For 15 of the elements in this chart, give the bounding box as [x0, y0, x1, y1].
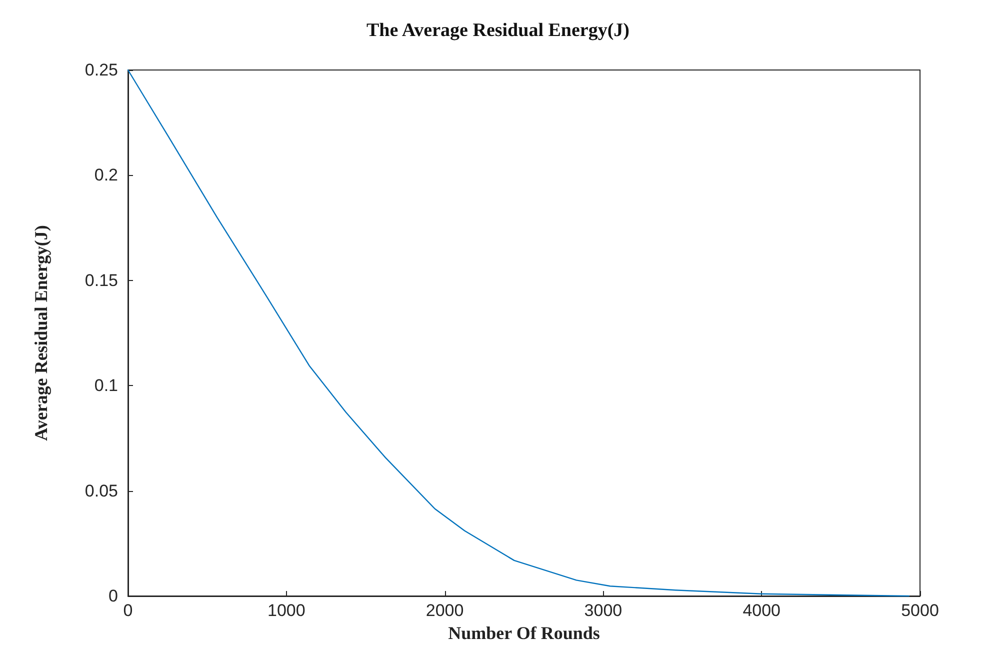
x-tick-label: 2000: [426, 601, 464, 620]
y-tick-label: 0.05: [84, 481, 118, 500]
x-tick-label: 5000: [901, 601, 939, 620]
x-tick-label: 4000: [742, 601, 781, 620]
y-tick-label: 0.2: [94, 166, 118, 185]
x-tick-label: 0: [123, 601, 133, 620]
chart-title: The Average Residual Energy(J): [366, 20, 630, 41]
y-tick-label: 0: [108, 586, 118, 606]
x-axis-title: Number Of Rounds: [448, 623, 600, 643]
y-tick-label: 0.15: [84, 270, 118, 290]
y-axis-title: Average Residual Energy(J): [31, 225, 51, 441]
y-tick-label: 0.1: [94, 376, 118, 396]
x-tick-label: 1000: [267, 601, 306, 620]
y-tick-label: 0.25: [84, 60, 118, 80]
x-tick-label: 3000: [584, 601, 622, 620]
